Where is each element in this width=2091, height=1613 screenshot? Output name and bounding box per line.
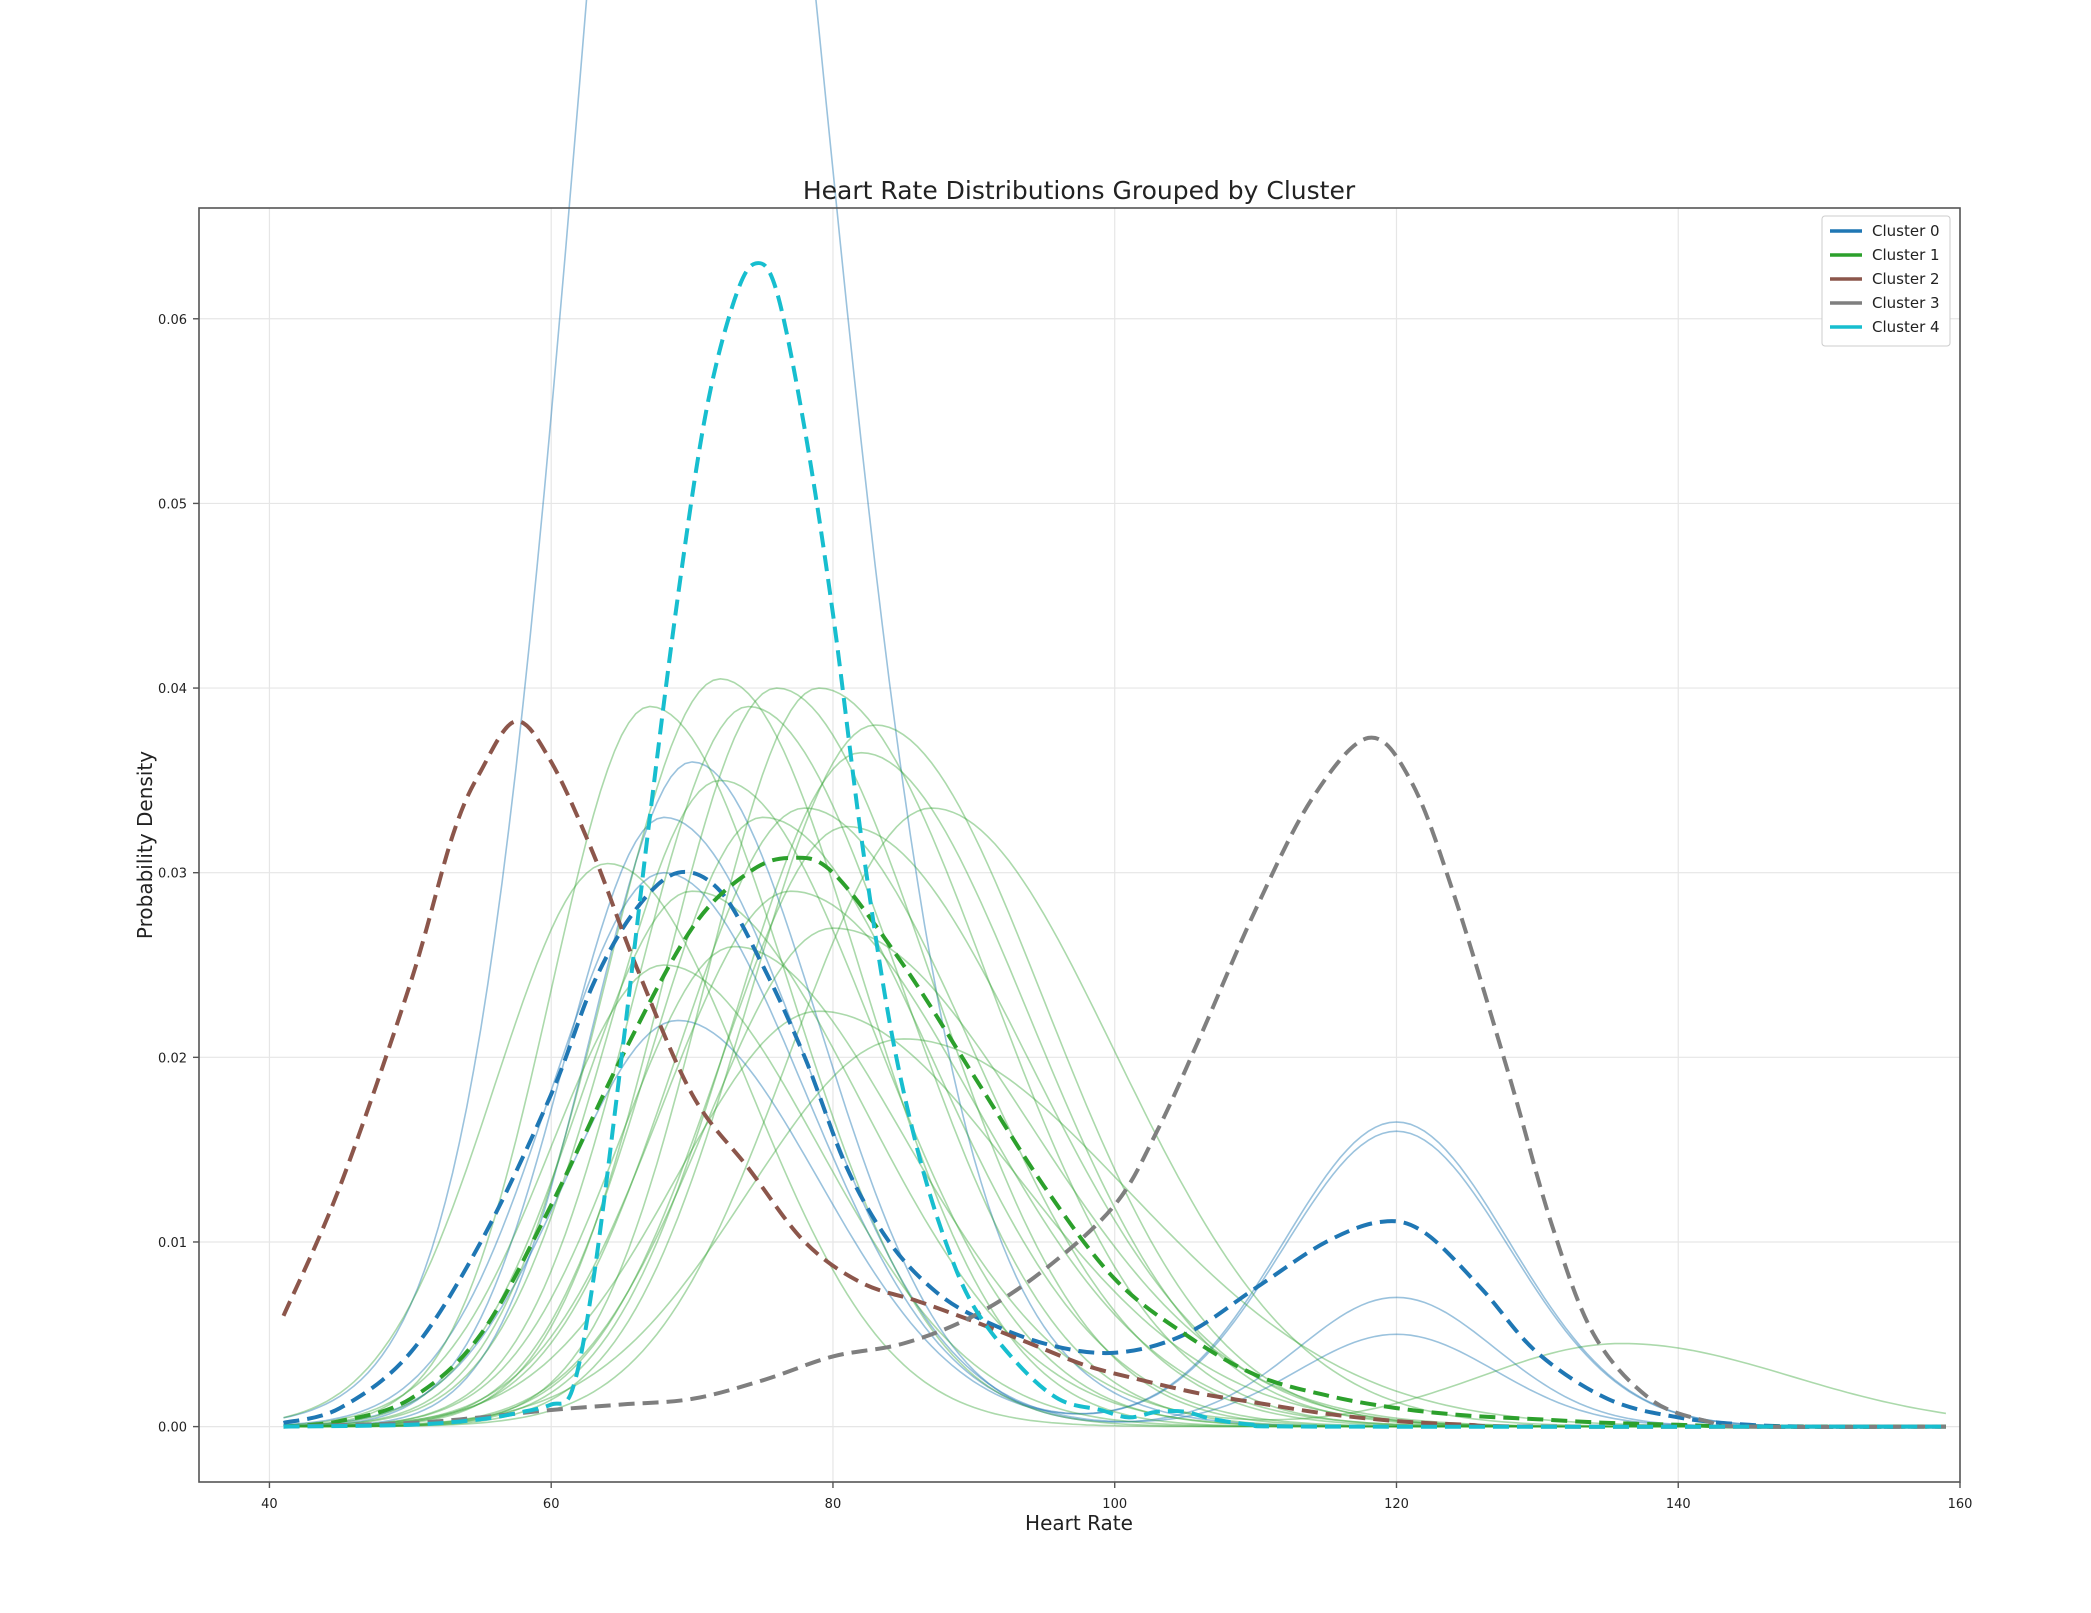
x-axis-label: Heart Rate: [1025, 1511, 1133, 1535]
x-tick-label: 100: [1102, 1497, 1127, 1512]
legend-label: Cluster 0: [1872, 222, 1940, 240]
cluster-0-member-curve: [283, 761, 1946, 1428]
legend-box: [1821, 215, 1951, 347]
cluster-0-mean-curve: [283, 869, 1946, 1429]
y-tick-label: 0.05: [158, 497, 187, 512]
x-axis-ticks: 40 60 80 100 120 140 160: [261, 1482, 1972, 1512]
cluster-1-mean-curve: [283, 855, 1946, 1429]
y-tick-label: 0.06: [158, 313, 187, 328]
y-tick-label: 0.03: [158, 867, 187, 882]
x-tick-label: 80: [825, 1497, 842, 1512]
mean-curves: [281, 261, 1946, 1429]
x-tick-label: 120: [1384, 1497, 1409, 1512]
legend-label: Cluster 1: [1872, 246, 1940, 264]
cluster-4-mean-curve: [283, 261, 1946, 1429]
x-tick-label: 140: [1666, 1497, 1691, 1512]
x-tick-label: 160: [1948, 1497, 1973, 1512]
y-tick-label: 0.02: [158, 1051, 187, 1066]
y-axis-ticks: 0.00 0.01 0.02 0.03 0.04 0.05 0.06: [158, 313, 199, 1436]
cluster-1-member-curve: [283, 945, 1947, 1428]
grid-lines: [199, 208, 1961, 1482]
plot-frame: [198, 207, 1961, 1483]
cluster-2-mean-curve: [281, 719, 1946, 1429]
y-tick-label: 0.04: [158, 682, 187, 697]
y-tick-label: 0.00: [158, 1421, 187, 1436]
legend-label: Cluster 3: [1872, 294, 1940, 312]
legend: Cluster 0 Cluster 1 Cluster 2 Cluster 3 Clus…: [1821, 215, 1951, 347]
cluster-0-member-curve: [283, 871, 1946, 1428]
legend-label: Cluster 2: [1872, 270, 1940, 288]
y-tick-label: 0.01: [158, 1236, 187, 1251]
y-axis-label: Probability Density: [133, 751, 157, 939]
x-tick-label: 60: [543, 1497, 560, 1512]
chart-title: Heart Rate Distributions Grouped by Clus…: [803, 176, 1356, 205]
legend-label: Cluster 4: [1872, 318, 1940, 336]
cluster-3-mean-curve: [283, 735, 1946, 1429]
x-tick-label: 40: [261, 1497, 278, 1512]
